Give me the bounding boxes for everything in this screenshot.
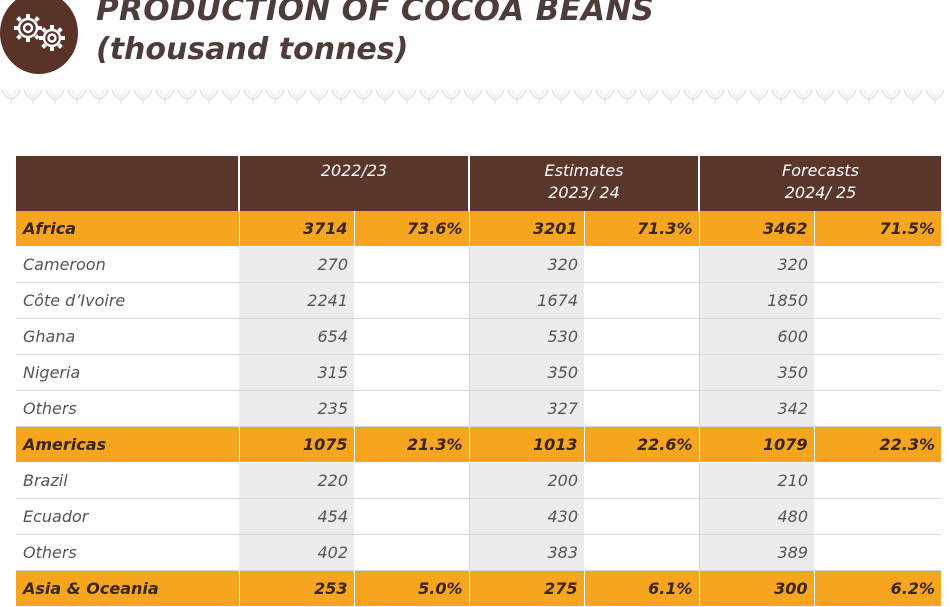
value-2024-25: 350: [699, 354, 815, 391]
share-2022-23: [354, 390, 470, 427]
share-2023-24: [584, 354, 700, 391]
share-2023-24: 71.3%: [584, 211, 700, 247]
region-row: Africa 3714 73.6% 3201 71.3% 3462 71.5%: [16, 211, 942, 247]
row-label: Cameroon: [16, 246, 239, 283]
value-2023-24: 320: [469, 246, 584, 283]
row-label: Africa: [16, 211, 240, 247]
share-2023-24: [584, 246, 700, 283]
share-2022-23: [354, 318, 470, 355]
value-2022-23: 235: [239, 390, 354, 427]
row-label: Brazil: [16, 462, 239, 499]
value-2022-23: 1075: [239, 426, 355, 463]
table-row: Nigeria 315 350 350: [16, 354, 942, 391]
value-2022-23: 654: [239, 318, 354, 355]
value-2023-24: 1013: [469, 426, 585, 463]
value-2024-25: 320: [699, 246, 815, 283]
value-2023-24: 530: [469, 318, 584, 355]
title-unit: (thousand tonnes): [96, 32, 409, 67]
table-row: Brazil 220 200 210: [16, 462, 942, 499]
share-2022-23: [354, 534, 470, 571]
value-2022-23: 402: [239, 534, 354, 571]
value-2023-24: 1674: [469, 282, 584, 319]
share-2023-24: [584, 318, 700, 355]
table-row: Others 235 327 342: [16, 390, 942, 427]
row-label: Others: [16, 390, 239, 427]
value-2024-25: 1079: [699, 426, 815, 463]
gears-icon: [14, 14, 65, 51]
value-2023-24: 350: [469, 354, 584, 391]
share-2024-25: [814, 282, 942, 319]
value-2023-24: 3201: [469, 211, 585, 247]
row-label: Côte d’Ivoire: [16, 282, 239, 319]
header-estimates: Estimates 2023/ 24: [469, 156, 701, 211]
share-2022-23: [354, 282, 470, 319]
value-2022-23: 315: [239, 354, 354, 391]
decorative-divider: [0, 86, 945, 110]
row-label: Nigeria: [16, 354, 239, 391]
share-2022-23: 73.6%: [354, 211, 470, 247]
share-2024-25: [814, 246, 942, 283]
share-2022-23: 21.3%: [354, 426, 470, 463]
header-2022-23: 2022/23: [239, 156, 470, 211]
share-2024-25: [814, 534, 942, 571]
value-2022-23: 3714: [239, 211, 355, 247]
share-2024-25: [814, 462, 942, 499]
table-row: Cameroon 270 320 320: [16, 246, 942, 283]
cocoa-production-table: 2022/23 Estimates 2023/ 24 Forecasts 202…: [16, 156, 942, 607]
share-2023-24: 22.6%: [584, 426, 700, 463]
region-row: Americas 1075 21.3% 1013 22.6% 1079 22.3%: [16, 426, 942, 463]
value-2022-23: 2241: [239, 282, 354, 319]
value-2024-25: 1850: [699, 282, 815, 319]
row-label: Ecuador: [16, 498, 239, 535]
share-2023-24: [584, 282, 700, 319]
row-label: Ghana: [16, 318, 239, 355]
share-2024-25: 22.3%: [814, 426, 942, 463]
share-2023-24: [584, 390, 700, 427]
value-2023-24: 383: [469, 534, 584, 571]
share-2023-24: [584, 462, 700, 499]
value-2024-25: 3462: [699, 211, 815, 247]
header-forecasts: Forecasts 2024/ 25: [699, 156, 942, 211]
value-2023-24: 430: [469, 498, 584, 535]
share-2024-25: 71.5%: [814, 211, 942, 247]
value-2024-25: 389: [699, 534, 815, 571]
value-2022-23: 220: [239, 462, 354, 499]
logo-badge: [0, 0, 78, 74]
value-2023-24: 200: [469, 462, 584, 499]
table-row: Ecuador 454 430 480: [16, 498, 942, 535]
row-label: Others: [16, 534, 239, 571]
table-row: Côte d’Ivoire 2241 1674 1850: [16, 282, 942, 319]
share-2022-23: [354, 462, 470, 499]
share-2024-25: [814, 354, 942, 391]
table-row: Ghana 654 530 600: [16, 318, 942, 355]
value-2024-25: 480: [699, 498, 815, 535]
page-title: PRODUCTION OF COCOA BEANS (thousand tonn…: [96, 0, 654, 70]
value-2023-24: 327: [469, 390, 584, 427]
table-row: Others 402 383 389: [16, 534, 942, 571]
value-2024-25: 342: [699, 390, 815, 427]
share-2023-24: [584, 534, 700, 571]
share-2024-25: [814, 498, 942, 535]
table-header-row: 2022/23 Estimates 2023/ 24 Forecasts 202…: [16, 156, 942, 211]
value-2022-23: 454: [239, 498, 354, 535]
share-2023-24: [584, 498, 700, 535]
value-2024-25: 600: [699, 318, 815, 355]
share-2022-23: [354, 354, 470, 391]
value-2024-25: 210: [699, 462, 815, 499]
header-label: [16, 156, 240, 211]
share-2022-23: [354, 246, 470, 283]
share-2024-25: [814, 318, 942, 355]
share-2022-23: [354, 498, 470, 535]
title-main: PRODUCTION OF COCOA BEANS: [96, 0, 655, 28]
value-2022-23: 270: [239, 246, 354, 283]
share-2024-25: [814, 390, 942, 427]
row-label: Americas: [16, 426, 240, 463]
